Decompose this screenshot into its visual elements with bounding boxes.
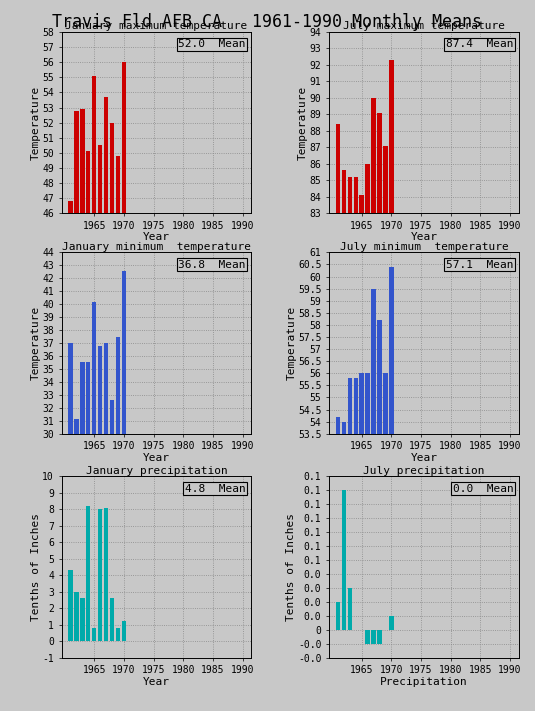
Bar bbox=[98, 346, 102, 711]
Bar bbox=[371, 289, 376, 711]
X-axis label: Year: Year bbox=[410, 453, 438, 463]
X-axis label: Year: Year bbox=[143, 453, 170, 463]
Bar bbox=[371, 98, 376, 711]
Bar bbox=[104, 97, 108, 711]
Y-axis label: Temperature: Temperature bbox=[287, 306, 296, 380]
Bar bbox=[342, 422, 346, 711]
Bar bbox=[110, 599, 114, 641]
Y-axis label: Temperature: Temperature bbox=[30, 306, 41, 380]
Bar bbox=[354, 378, 358, 711]
Bar bbox=[348, 177, 352, 711]
Bar bbox=[377, 113, 381, 711]
Bar bbox=[377, 320, 381, 711]
Bar bbox=[389, 60, 394, 711]
Bar bbox=[335, 417, 340, 711]
Bar bbox=[121, 62, 126, 711]
Title: January precipitation: January precipitation bbox=[86, 466, 227, 476]
Bar bbox=[116, 628, 120, 641]
Bar bbox=[92, 301, 96, 711]
Bar bbox=[335, 602, 340, 630]
Bar bbox=[377, 630, 381, 643]
Bar bbox=[121, 270, 126, 711]
X-axis label: Year: Year bbox=[143, 232, 170, 242]
Bar bbox=[86, 151, 90, 711]
Bar bbox=[342, 491, 346, 630]
Bar bbox=[365, 164, 370, 711]
Bar bbox=[92, 628, 96, 641]
Bar bbox=[335, 124, 340, 711]
Bar bbox=[74, 592, 79, 641]
Text: 36.8  Mean: 36.8 Mean bbox=[178, 260, 246, 269]
Bar bbox=[68, 201, 73, 711]
Bar bbox=[348, 588, 352, 630]
Bar bbox=[360, 195, 364, 711]
Y-axis label: Temperature: Temperature bbox=[30, 85, 41, 160]
Bar bbox=[110, 400, 114, 711]
Text: Travis Fld AFB CA   1961-1990 Monthly Means: Travis Fld AFB CA 1961-1990 Monthly Mean… bbox=[52, 13, 483, 31]
Bar bbox=[86, 506, 90, 641]
Bar bbox=[68, 570, 73, 641]
Bar bbox=[98, 145, 102, 711]
Bar bbox=[116, 156, 120, 711]
Bar bbox=[104, 508, 108, 641]
Bar bbox=[389, 616, 394, 630]
Bar bbox=[116, 336, 120, 711]
Title: January maximum temperature: January maximum temperature bbox=[65, 21, 248, 31]
Title: January minimum  temperature: January minimum temperature bbox=[62, 242, 251, 252]
Bar bbox=[383, 146, 388, 711]
X-axis label: Year: Year bbox=[143, 677, 170, 687]
Bar bbox=[80, 599, 85, 641]
Bar bbox=[74, 111, 79, 711]
Bar bbox=[98, 509, 102, 641]
Bar bbox=[354, 177, 358, 711]
Title: July minimum  temperature: July minimum temperature bbox=[340, 242, 508, 252]
Text: 0.0  Mean: 0.0 Mean bbox=[453, 483, 513, 493]
Bar bbox=[80, 363, 85, 711]
Bar bbox=[74, 419, 79, 711]
Bar bbox=[348, 378, 352, 711]
Bar bbox=[121, 621, 126, 641]
Bar bbox=[342, 171, 346, 711]
Bar bbox=[86, 363, 90, 711]
Text: 4.8  Mean: 4.8 Mean bbox=[185, 483, 246, 493]
Bar bbox=[365, 373, 370, 711]
Bar bbox=[92, 76, 96, 711]
Y-axis label: Tenths of Inches: Tenths of Inches bbox=[30, 513, 41, 621]
Bar bbox=[371, 630, 376, 643]
X-axis label: Precipitation: Precipitation bbox=[380, 677, 468, 687]
Bar bbox=[104, 343, 108, 711]
Bar bbox=[360, 373, 364, 711]
Y-axis label: Tenths of Inches: Tenths of Inches bbox=[287, 513, 296, 621]
Text: 52.0  Mean: 52.0 Mean bbox=[178, 39, 246, 49]
X-axis label: Year: Year bbox=[410, 232, 438, 242]
Bar bbox=[80, 109, 85, 711]
Bar bbox=[365, 630, 370, 643]
Bar bbox=[383, 373, 388, 711]
Y-axis label: Temperature: Temperature bbox=[298, 85, 308, 160]
Text: 87.4  Mean: 87.4 Mean bbox=[446, 39, 513, 49]
Text: 57.1  Mean: 57.1 Mean bbox=[446, 260, 513, 269]
Title: July maximum temperature: July maximum temperature bbox=[343, 21, 505, 31]
Bar bbox=[68, 343, 73, 711]
Title: July precipitation: July precipitation bbox=[363, 466, 485, 476]
Bar bbox=[389, 267, 394, 711]
Bar bbox=[110, 122, 114, 711]
